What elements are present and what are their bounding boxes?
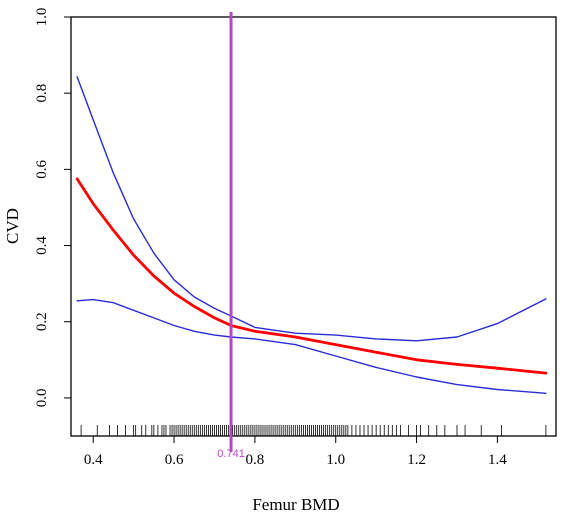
reference-vline-label: 0.741: [217, 448, 245, 460]
x-tick-label: 1.2: [407, 452, 426, 468]
x-tick-label: 0.8: [246, 452, 265, 468]
y-tick-label: 0.8: [34, 84, 50, 103]
plot-frame: [70, 16, 557, 437]
x-axis: 0.4 0.6 0.8 1.0 1.2 1.4: [84, 436, 507, 468]
y-tick-label: 1.0: [34, 8, 50, 27]
rug-marks: [80, 425, 547, 436]
y-axis-title: CVD: [3, 208, 22, 244]
series-line-upper: [76, 76, 547, 342]
series-layer: [75, 76, 548, 394]
x-axis-title: Femur BMD: [252, 495, 339, 514]
y-tick-label: 0.0: [34, 389, 50, 408]
x-tick-label: 1.4: [488, 452, 507, 468]
y-tick-label: 0.2: [34, 312, 50, 331]
y-tick-label: 0.4: [34, 236, 50, 255]
series-line-lower: [76, 298, 547, 394]
x-tick-label: 0.6: [165, 452, 184, 468]
series-line-estimate: [75, 177, 548, 375]
x-tick-label: 1.0: [326, 452, 345, 468]
y-tick-label: 0.6: [34, 159, 50, 178]
x-tick-label: 0.4: [84, 452, 103, 468]
y-axis: 0.0 0.2 0.4 0.6 0.8 1.0: [34, 8, 71, 408]
